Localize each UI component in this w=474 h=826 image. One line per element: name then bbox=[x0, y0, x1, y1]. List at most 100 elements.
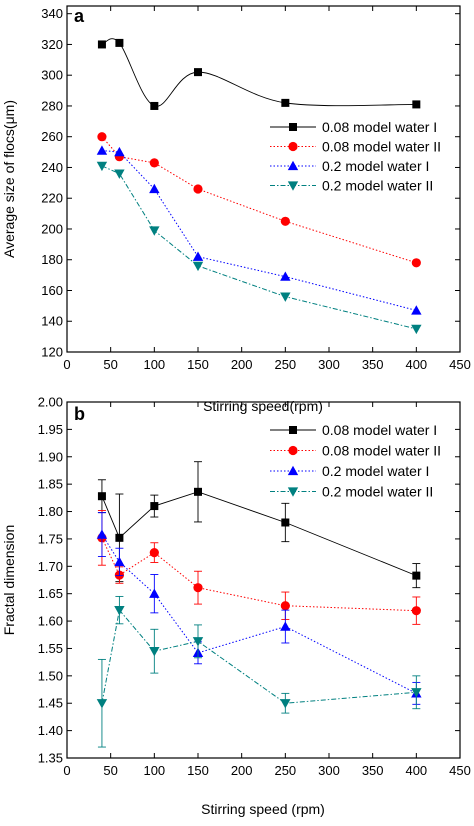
data-point bbox=[193, 184, 203, 194]
data-point bbox=[280, 271, 291, 281]
y-tick-label: 1.80 bbox=[38, 504, 63, 519]
y-tick-label: 160 bbox=[41, 283, 63, 298]
x-tick-label: 400 bbox=[405, 357, 427, 372]
y-tick-label: 260 bbox=[41, 129, 63, 144]
data-point bbox=[96, 529, 108, 539]
x-axis: 0 50 100 150 200 250 300 350 400 450 bbox=[63, 402, 471, 778]
data-point bbox=[114, 605, 125, 616]
data-point bbox=[280, 699, 291, 709]
data-point bbox=[97, 492, 106, 501]
y-tick-label: 1.60 bbox=[38, 614, 63, 629]
series-line bbox=[101, 534, 417, 694]
legend: 0.08 model water I 0.08 model water II 0.2… bbox=[270, 119, 441, 194]
data-point bbox=[97, 132, 107, 142]
y-axis: 1.35 1.40 1.45 1.50 1.55 1.60 1.65 1.70 1.75 1.80… bbox=[38, 395, 460, 766]
x-tick-label: 50 bbox=[103, 763, 117, 778]
legend: 0.08 model water I 0.08 model water II 0.2… bbox=[270, 422, 441, 500]
data-point bbox=[194, 487, 202, 496]
x-axis-label: Stirring speed(rpm) bbox=[203, 398, 323, 414]
y-tick-label: 300 bbox=[41, 68, 63, 83]
data-point bbox=[194, 68, 202, 77]
data-point bbox=[149, 158, 159, 168]
data-point bbox=[411, 606, 421, 616]
y-tick-label: 1.45 bbox=[38, 696, 63, 711]
x-tick-label: 100 bbox=[143, 357, 165, 372]
y-tick-label: 1.75 bbox=[38, 531, 63, 546]
y-axis-label: Fractal dimension bbox=[1, 525, 17, 636]
data-point bbox=[149, 548, 159, 558]
x-axis: 0 50 100 150 200 250 300 350 400 450 bbox=[63, 6, 471, 372]
data-point bbox=[115, 533, 124, 542]
data-point bbox=[114, 169, 125, 179]
legend-label: 0.2 model water II bbox=[322, 178, 433, 194]
series-line bbox=[101, 38, 417, 107]
y-tick-label: 200 bbox=[41, 221, 63, 236]
data-point bbox=[281, 518, 290, 527]
data-point bbox=[411, 305, 422, 315]
x-tick-label: 50 bbox=[103, 357, 117, 372]
data-point bbox=[149, 183, 160, 194]
data-point bbox=[411, 258, 421, 268]
plot-frame bbox=[66, 401, 461, 759]
legend-marker bbox=[289, 123, 297, 131]
x-tick-label: 200 bbox=[231, 763, 253, 778]
data-point bbox=[114, 146, 125, 157]
data-point bbox=[150, 502, 159, 511]
x-axis-label: Stirring speed (rpm) bbox=[201, 801, 325, 817]
y-tick-label: 280 bbox=[41, 98, 63, 113]
y-axis: 120 140 160 180 200 220 240 260 280 300 320 340 bbox=[41, 6, 460, 360]
y-axis-label: Average size of flocs(μm) bbox=[1, 100, 17, 258]
y-tick-label: 340 bbox=[41, 6, 63, 21]
series-line bbox=[101, 537, 417, 612]
x-tick-label: 200 bbox=[231, 357, 253, 372]
data-point bbox=[280, 292, 291, 302]
legend-label: 0.08 model water II bbox=[322, 443, 441, 459]
series-line bbox=[101, 136, 417, 264]
y-tick-label: 1.40 bbox=[38, 723, 63, 738]
data-point bbox=[280, 621, 291, 631]
x-tick-label: 400 bbox=[405, 763, 427, 778]
x-tick-label: 250 bbox=[274, 763, 296, 778]
data-point bbox=[114, 556, 125, 567]
x-tick-label: 250 bbox=[274, 357, 296, 372]
data-point bbox=[115, 38, 124, 47]
data-point bbox=[149, 588, 160, 598]
data-point bbox=[412, 571, 421, 580]
y-tick-label: 1.50 bbox=[38, 668, 63, 683]
y-tick-label: 2.00 bbox=[38, 395, 63, 410]
data-point bbox=[97, 40, 106, 49]
y-tick-label: 1.35 bbox=[38, 751, 63, 766]
x-tick-label: 350 bbox=[362, 357, 384, 372]
y-tick-label: 320 bbox=[41, 37, 63, 52]
x-tick-label: 450 bbox=[449, 357, 471, 372]
data-point bbox=[96, 161, 108, 172]
legend-marker bbox=[287, 160, 299, 171]
x-tick-label: 100 bbox=[143, 763, 165, 778]
legend-label: 0.2 model water I bbox=[322, 158, 429, 174]
chart-panel-a: a 120 140 160 180 200 220 240 260 280 300 320 340 0… bbox=[1, 5, 471, 414]
plot-area bbox=[96, 38, 422, 335]
chart-panel-b: b 1.351.401.451.501.551.601.651.701.751.… bbox=[1, 395, 471, 818]
panel-label: b bbox=[74, 404, 85, 424]
panel-label: a bbox=[74, 6, 85, 26]
data-point bbox=[280, 601, 290, 611]
series-line bbox=[101, 491, 417, 577]
x-tick-label: 450 bbox=[449, 763, 471, 778]
series-line bbox=[101, 150, 417, 311]
y-tick-label: 1.65 bbox=[38, 586, 63, 601]
y-tick-label: 1.95 bbox=[38, 422, 63, 437]
legend-marker bbox=[287, 181, 299, 191]
legend-marker bbox=[288, 141, 298, 152]
data-point bbox=[96, 145, 108, 155]
y-tick-label: 120 bbox=[41, 345, 63, 360]
data-point bbox=[150, 101, 159, 110]
series-line bbox=[101, 609, 417, 704]
legend-marker bbox=[288, 445, 298, 456]
legend-marker bbox=[289, 426, 297, 434]
x-tick-label: 0 bbox=[63, 357, 70, 372]
y-tick-label: 180 bbox=[41, 252, 63, 267]
x-tick-label: 0 bbox=[63, 763, 70, 778]
x-tick-label: 350 bbox=[362, 763, 384, 778]
legend-marker bbox=[287, 465, 299, 476]
